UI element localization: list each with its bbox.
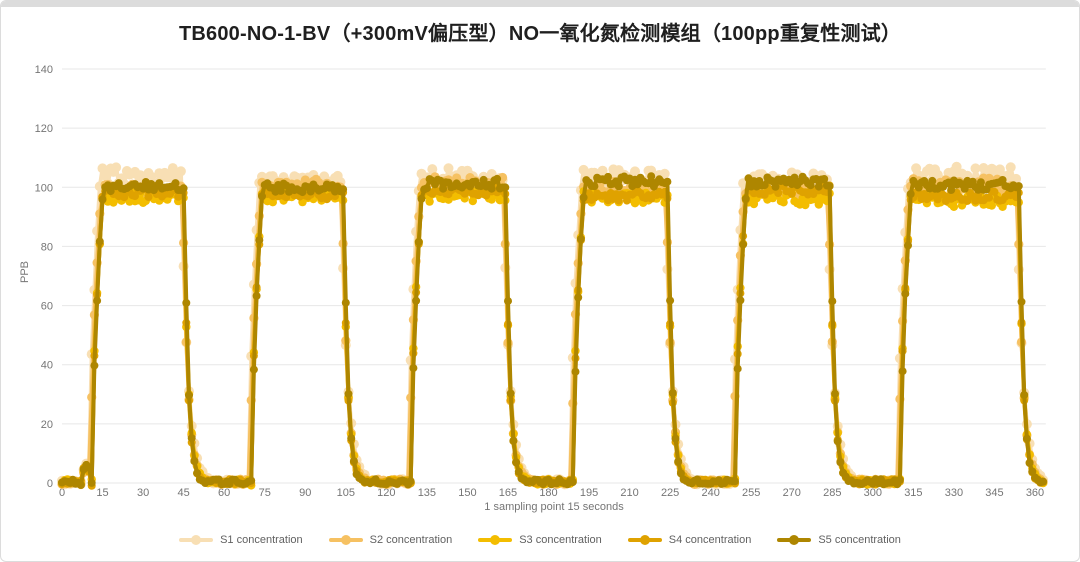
chart-legend: S1 concentration S2 concentration S3 conce… <box>1 534 1079 546</box>
svg-text:180: 180 <box>539 487 557 499</box>
svg-text:105: 105 <box>337 487 355 499</box>
series-line-s5 <box>60 174 1046 487</box>
svg-text:150: 150 <box>458 487 476 499</box>
svg-text:120: 120 <box>35 123 53 135</box>
svg-text:80: 80 <box>41 241 53 253</box>
svg-text:255: 255 <box>742 487 760 499</box>
svg-text:240: 240 <box>701 487 719 499</box>
legend-marker-s4 <box>627 535 662 546</box>
series-s4 <box>58 181 1048 490</box>
svg-text:225: 225 <box>661 487 679 499</box>
legend-marker-s1 <box>179 535 214 546</box>
series-line-s2 <box>60 174 1046 487</box>
legend-item-s3: S3 concentration <box>478 534 602 546</box>
svg-text:75: 75 <box>259 487 271 499</box>
svg-text:0: 0 <box>47 478 53 490</box>
legend-label-s3: S3 concentration <box>519 534 602 546</box>
svg-text:195: 195 <box>580 487 598 499</box>
svg-text:30: 30 <box>137 487 149 499</box>
svg-text:345: 345 <box>985 487 1003 499</box>
svg-text:40: 40 <box>41 360 53 372</box>
legend-marker-s3 <box>478 535 513 546</box>
legend-label-s4: S4 concentration <box>668 534 752 546</box>
svg-text:270: 270 <box>783 487 801 499</box>
legend-label-s1: S1 concentration <box>220 534 303 546</box>
svg-text:300: 300 <box>864 487 882 499</box>
svg-text:100: 100 <box>35 182 53 194</box>
legend-label-s2: S2 concentration <box>369 534 453 546</box>
x-axis-label: 1 sampling point 15 seconds <box>484 501 624 513</box>
legend-item-s4: S4 concentration <box>627 534 752 546</box>
legend-marker-s5 <box>777 535 812 546</box>
svg-text:285: 285 <box>823 487 841 499</box>
legend-item-s2: S2 concentration <box>328 534 453 546</box>
svg-text:15: 15 <box>96 487 108 499</box>
svg-text:60: 60 <box>41 301 53 313</box>
chart-title: TB600-NO-1-BV（+300mV偏压型）NO一氧化氮检测模组（100pp… <box>178 23 902 45</box>
series-s5 <box>58 172 1048 489</box>
svg-text:60: 60 <box>218 487 230 499</box>
svg-text:0: 0 <box>59 487 65 499</box>
svg-text:315: 315 <box>904 487 922 499</box>
series-markers-s5 <box>58 172 1048 489</box>
svg-text:330: 330 <box>945 487 963 499</box>
svg-text:90: 90 <box>299 487 311 499</box>
legend-marker-s2 <box>328 535 363 546</box>
svg-text:140: 140 <box>35 64 53 76</box>
x-tick-labels: 0 15 30 45 60 75 90 105 120 135 150 165 180 195 210 225… <box>59 487 1044 499</box>
legend-label-s5: S5 concentration <box>818 534 901 546</box>
window-top-edge <box>1 1 1079 7</box>
svg-text:20: 20 <box>41 419 53 431</box>
svg-text:135: 135 <box>418 487 436 499</box>
legend-item-s5: S5 concentration <box>777 534 901 546</box>
series-line-s3 <box>60 187 1046 488</box>
svg-text:360: 360 <box>1026 487 1044 499</box>
y-axis-label: PPB <box>19 261 31 284</box>
y-tick-labels: 0 20 40 60 80 100 120 140 <box>35 64 53 490</box>
svg-text:165: 165 <box>499 487 517 499</box>
series-line-s4 <box>60 183 1046 488</box>
svg-text:210: 210 <box>620 487 638 499</box>
legend-item-s1: S1 concentration <box>179 534 303 546</box>
series-line-s1 <box>60 164 1046 487</box>
svg-text:120: 120 <box>377 487 395 499</box>
svg-text:45: 45 <box>178 487 190 499</box>
